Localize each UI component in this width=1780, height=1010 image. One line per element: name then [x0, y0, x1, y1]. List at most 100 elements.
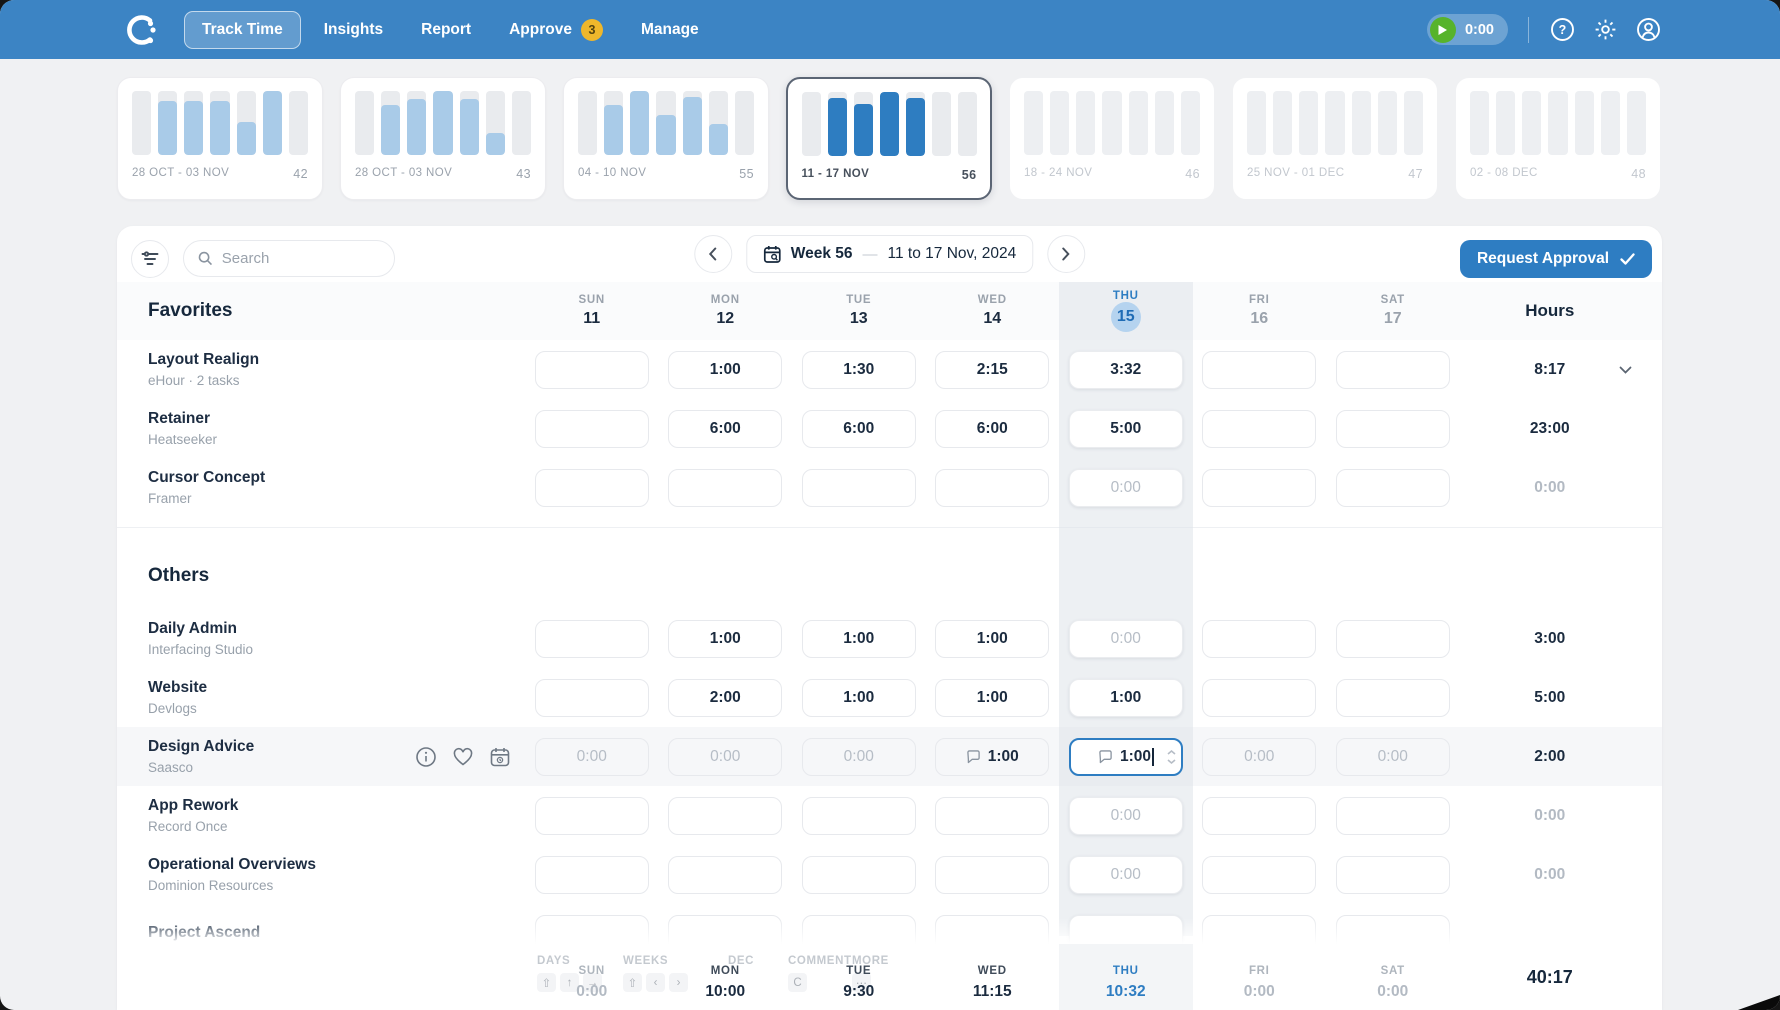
time-cell-sat[interactable]: [1335, 468, 1450, 507]
time-cell-sun[interactable]: [534, 409, 649, 448]
week-card-55[interactable]: 04 - 10 NOV 55: [563, 77, 769, 200]
week-card-46[interactable]: 18 - 24 NOV 46: [1009, 77, 1215, 200]
time-cell-sat[interactable]: [1335, 350, 1450, 389]
time-cell-thu[interactable]: 3:32: [1068, 350, 1183, 389]
request-approval-button[interactable]: Request Approval: [1459, 239, 1652, 278]
week-card-42[interactable]: 28 OCT - 03 NOV 42: [117, 77, 323, 200]
time-cell-fri[interactable]: [1202, 350, 1317, 389]
time-cell-wed[interactable]: [935, 796, 1050, 835]
expand-chevron-icon[interactable]: [1619, 366, 1632, 374]
footer-day-thu: THU 10:32: [1059, 954, 1193, 1001]
project-cell[interactable]: Daily Admin Interfacing Studio: [117, 609, 525, 668]
help-icon[interactable]: ?: [1549, 17, 1575, 43]
time-cell-thu[interactable]: 0:00: [1068, 855, 1183, 894]
prev-week-button[interactable]: [693, 235, 732, 273]
time-cell-tue[interactable]: 0:00: [801, 737, 916, 776]
week-card-48[interactable]: 02 - 08 DEC 48: [1455, 77, 1661, 200]
filter-button[interactable]: [131, 239, 169, 278]
nav-tab-track-time[interactable]: Track Time: [184, 10, 301, 49]
time-cell-sun[interactable]: [534, 350, 649, 389]
time-cell-thu[interactable]: 5:00: [1068, 409, 1183, 448]
time-cell-wed[interactable]: [935, 468, 1050, 507]
time-cell-fri[interactable]: [1202, 619, 1317, 658]
time-cell-mon[interactable]: 0:00: [668, 737, 783, 776]
time-cell-fri[interactable]: [1202, 409, 1317, 448]
project-cell[interactable]: Retainer Heatseeker: [117, 399, 525, 458]
time-cell-sun[interactable]: [534, 855, 649, 894]
time-cell-sat[interactable]: [1335, 409, 1450, 448]
project-cell[interactable]: Layout Realign eHour · 2 tasks: [117, 340, 525, 399]
time-cell-tue[interactable]: 1:00: [801, 619, 916, 658]
time-cell-wed[interactable]: 2:15: [935, 350, 1050, 389]
nav-tab-insights[interactable]: Insights: [309, 11, 398, 49]
project-cell[interactable]: Operational Overviews Dominion Resources: [117, 845, 525, 904]
time-cell-fri[interactable]: [1202, 468, 1317, 507]
time-cell-sun[interactable]: [534, 678, 649, 717]
play-icon[interactable]: [1429, 16, 1456, 43]
settings-gear-icon[interactable]: [1592, 17, 1618, 43]
time-cell-thu[interactable]: 1:00: [1068, 678, 1183, 717]
time-cell-sat[interactable]: [1335, 796, 1450, 835]
time-cell-mon[interactable]: 6:00: [668, 409, 783, 448]
stepper-arrows[interactable]: [1167, 749, 1176, 764]
day-bar: [236, 91, 256, 155]
time-cell-mon[interactable]: [668, 855, 783, 894]
time-cell-sat[interactable]: [1335, 678, 1450, 717]
project-cell[interactable]: App Rework Record Once: [117, 786, 525, 845]
time-cell-tue[interactable]: [801, 796, 916, 835]
time-cell-thu[interactable]: 0:00: [1068, 796, 1183, 835]
time-cell-thu[interactable]: 0:00: [1068, 619, 1183, 658]
time-cell-mon[interactable]: [668, 796, 783, 835]
time-cell-tue[interactable]: 6:00: [801, 409, 916, 448]
week-card-43[interactable]: 28 OCT - 03 NOV 43: [340, 77, 546, 200]
time-cell-tue[interactable]: [801, 468, 916, 507]
time-cell-wed[interactable]: 6:00: [935, 409, 1050, 448]
time-cell-wed[interactable]: 1:00: [935, 678, 1050, 717]
week-picker[interactable]: Week 56 — 11 to 17 Nov, 2024: [745, 235, 1034, 273]
next-week-button[interactable]: [1047, 235, 1086, 273]
week-card-47[interactable]: 25 NOV - 01 DEC 47: [1232, 77, 1438, 200]
time-cell-wed[interactable]: 1:00: [935, 737, 1050, 776]
time-cell-sun[interactable]: [534, 468, 649, 507]
time-cell-mon[interactable]: 2:00: [668, 678, 783, 717]
nav-tab-report[interactable]: Report: [406, 11, 486, 49]
time-cell-sat[interactable]: [1335, 619, 1450, 658]
time-cell-sat[interactable]: 0:00: [1335, 737, 1450, 776]
time-cell-sun[interactable]: 0:00: [534, 737, 649, 776]
time-value: 1:00: [843, 688, 875, 706]
time-cell-fri[interactable]: [1202, 678, 1317, 717]
time-cell-fri[interactable]: 0:00: [1202, 737, 1317, 776]
nav-tab-manage[interactable]: Manage: [626, 11, 714, 49]
time-cell-wrap: 1:00: [1059, 737, 1193, 776]
time-cell-mon[interactable]: 1:00: [668, 619, 783, 658]
time-cell-wed[interactable]: [935, 855, 1050, 894]
request-approval-label: Request Approval: [1476, 249, 1609, 267]
timer-widget[interactable]: 0:00: [1426, 14, 1508, 45]
project-cell[interactable]: Cursor Concept Framer: [117, 458, 525, 517]
time-cell-fri[interactable]: [1202, 855, 1317, 894]
time-cell-sat[interactable]: [1335, 855, 1450, 894]
time-cell-sun[interactable]: [534, 796, 649, 835]
project-cell[interactable]: Design Advice Saasco: [117, 727, 525, 786]
search-input[interactable]: [221, 250, 380, 267]
time-cell-tue[interactable]: 1:30: [801, 350, 916, 389]
nav-right: 0:00 ?: [1426, 14, 1661, 45]
profile-icon[interactable]: [1635, 17, 1661, 43]
time-cell-fri[interactable]: [1202, 796, 1317, 835]
time-cell-mon[interactable]: [668, 468, 783, 507]
time-cell-thu[interactable]: 0:00: [1068, 468, 1183, 507]
time-cell-wed[interactable]: 1:00: [935, 619, 1050, 658]
project-cell[interactable]: Website Devlogs: [117, 668, 525, 727]
time-cell-tue[interactable]: [801, 855, 916, 894]
info-icon[interactable]: [415, 746, 437, 768]
time-cell-wrap: [926, 796, 1060, 835]
schedule-calendar-icon[interactable]: [489, 746, 511, 768]
week-card-56[interactable]: 11 - 17 NOV 56: [786, 77, 992, 200]
nav-tab-approve[interactable]: Approve 3: [494, 11, 618, 49]
time-cell-sun[interactable]: [534, 619, 649, 658]
week-range-label: 02 - 08 DEC: [1470, 167, 1538, 179]
time-cell-thu[interactable]: 1:00: [1068, 737, 1183, 776]
favorite-heart-icon[interactable]: [452, 747, 474, 767]
time-cell-tue[interactable]: 1:00: [801, 678, 916, 717]
time-cell-mon[interactable]: 1:00: [668, 350, 783, 389]
